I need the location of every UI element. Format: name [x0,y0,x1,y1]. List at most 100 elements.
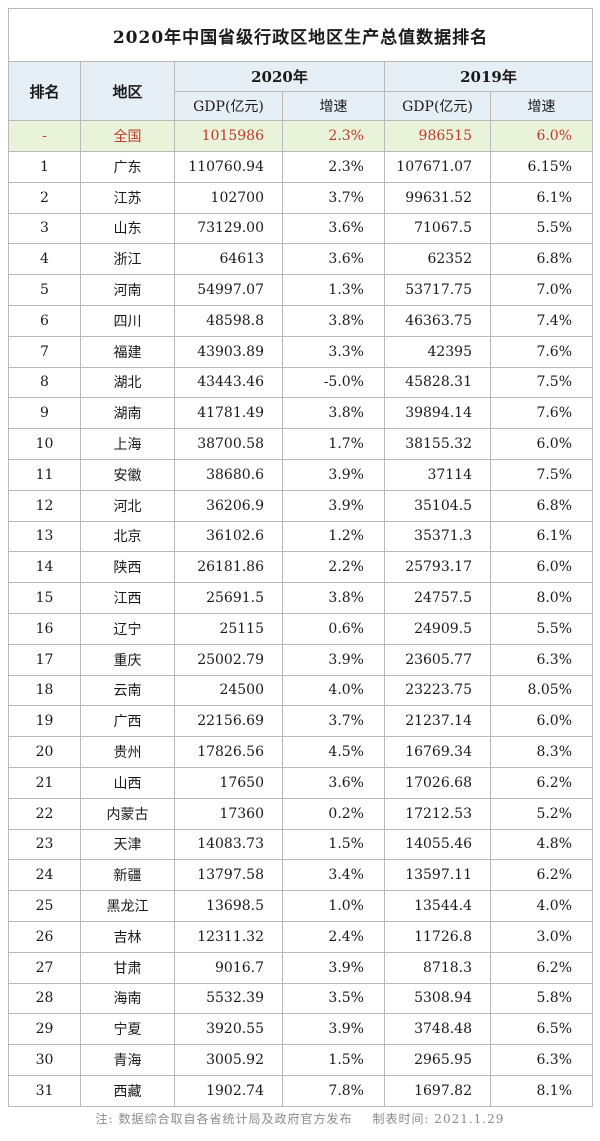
table-row: 29 宁夏 3920.55 3.9% 3748.48 6.5% [8,1013,594,1046]
gdp-2020-cell: 110760.94 [174,151,283,183]
growth-2019-cell: 7.4% [489,304,594,337]
gdp-2020-cell: 1902.74 [174,1074,283,1107]
gdp-table-container: 2020年中国省级行政区地区生产总值数据排名 排名 地区 2020年 2019年… [7,8,594,1107]
rank-cell: 11 [8,458,81,491]
growth-2019-cell: 7.5% [489,366,594,399]
gdp-2019-cell: 39894.14 [384,397,491,430]
gdp-2019-cell: 53717.75 [384,274,491,306]
national-rank: - [8,120,81,152]
gdp-2020-cell: 43903.89 [174,335,283,368]
growth-2020-cell: 3.4% [282,859,385,892]
region-cell: 吉林 [80,920,175,953]
rank-cell: 19 [8,705,81,738]
table-row: 8 湖北 43443.46 -5.0% 45828.31 7.5% [8,366,594,399]
growth-2019-cell: 6.0% [489,551,594,584]
region-cell: 湖北 [80,366,175,399]
growth-2019-cell: 6.8% [489,243,594,276]
growth-2019-cell: 6.15% [489,151,594,183]
table-row: 4 浙江 64613 3.6% 62352 6.8% [8,243,594,276]
growth-2020-cell: 3.7% [282,705,385,738]
growth-2019-cell: 8.0% [489,582,594,614]
growth-2020-cell: 3.8% [282,397,385,430]
growth-2020-cell: 4.5% [282,736,385,768]
growth-2020-cell: 3.8% [282,304,385,337]
growth-2019-cell: 8.1% [489,1074,594,1107]
rank-cell: 28 [8,982,81,1015]
table-row: 14 陕西 26181.86 2.2% 25793.17 6.0% [8,551,594,584]
rank-cell: 8 [8,366,81,399]
gdp-2020-cell: 25115 [174,612,283,645]
region-cell: 福建 [80,335,175,368]
rank-cell: 7 [8,335,81,368]
gdp-2019-cell: 5308.94 [384,982,491,1015]
rank-cell: 9 [8,397,81,430]
table-row: 25 黑龙江 13698.5 1.0% 13544.4 4.0% [8,890,594,922]
region-cell: 宁夏 [80,1013,175,1046]
region-cell: 海南 [80,982,175,1015]
gdp-2020-cell: 25691.5 [174,582,283,614]
header-year-2019: 2019年 [383,61,594,92]
national-gdp-2020: 1015986 [174,120,283,152]
header-rank: 排名 [8,61,81,121]
gdp-2019-cell: 13544.4 [384,890,491,922]
gdp-2020-cell: 54997.07 [174,274,283,306]
gdp-2019-cell: 14055.46 [384,828,491,861]
rank-cell: 10 [8,428,81,460]
region-cell: 山西 [80,766,175,799]
growth-2020-cell: 3.9% [282,458,385,491]
gdp-2019-cell: 37114 [384,458,491,491]
gdp-2019-cell: 71067.5 [384,212,491,245]
growth-2019-cell: 6.1% [489,181,594,214]
table-row: 3 山东 73129.00 3.6% 71067.5 5.5% [8,212,594,245]
rank-cell: 31 [8,1074,81,1107]
gdp-2019-cell: 46363.75 [384,304,491,337]
growth-2019-cell: 6.0% [489,428,594,460]
rank-cell: 15 [8,582,81,614]
growth-2020-cell: 1.3% [282,274,385,306]
gdp-2020-cell: 41781.49 [174,397,283,430]
growth-2019-cell: 7.6% [489,335,594,368]
table-row: 20 贵州 17826.56 4.5% 16769.34 8.3% [8,736,594,768]
rank-cell: 3 [8,212,81,245]
rank-cell: 13 [8,520,81,553]
gdp-2020-cell: 9016.7 [174,951,283,984]
table-row: 22 内蒙古 17360 0.2% 17212.53 5.2% [8,797,594,830]
region-cell: 云南 [80,674,175,707]
growth-2020-cell: 4.0% [282,674,385,707]
growth-2019-cell: 7.5% [489,458,594,491]
table-row: 6 四川 48598.8 3.8% 46363.75 7.4% [8,304,594,337]
table-row: 5 河南 54997.07 1.3% 53717.75 7.0% [8,274,594,306]
table-row: 9 湖南 41781.49 3.8% 39894.14 7.6% [8,397,594,430]
rank-cell: 5 [8,274,81,306]
growth-2019-cell: 8.3% [489,736,594,768]
footer-date: 制表时间: 2021.1.29 [372,1112,505,1126]
gdp-2020-cell: 3920.55 [174,1013,283,1046]
gdp-2019-cell: 17026.68 [384,766,491,799]
table-row: 16 辽宁 25115 0.6% 24909.5 5.5% [8,612,594,645]
gdp-2019-cell: 23605.77 [384,643,491,676]
rank-cell: 29 [8,1013,81,1046]
region-cell: 青海 [80,1044,175,1076]
gdp-2020-cell: 26181.86 [174,551,283,584]
growth-2020-cell: 2.2% [282,551,385,584]
growth-2019-cell: 6.2% [489,951,594,984]
gdp-2019-cell: 35104.5 [384,489,491,522]
gdp-2019-cell: 8718.3 [384,951,491,984]
rank-cell: 16 [8,612,81,645]
growth-2019-cell: 6.3% [489,1044,594,1076]
growth-2020-cell: 3.6% [282,766,385,799]
gdp-2019-cell: 3748.48 [384,1013,491,1046]
gdp-2019-cell: 24909.5 [384,612,491,645]
region-cell: 江苏 [80,181,175,214]
table-row: 7 福建 43903.89 3.3% 42395 7.6% [8,335,594,368]
region-cell: 重庆 [80,643,175,676]
table-row: 18 云南 24500 4.0% 23223.75 8.05% [8,674,594,707]
region-cell: 贵州 [80,736,175,768]
gdp-2020-cell: 64613 [174,243,283,276]
gdp-2019-cell: 42395 [384,335,491,368]
gdp-2020-cell: 17826.56 [174,736,283,768]
growth-2020-cell: 3.3% [282,335,385,368]
table-row: 28 海南 5532.39 3.5% 5308.94 5.8% [8,982,594,1015]
gdp-2019-cell: 2965.95 [384,1044,491,1076]
gdp-2020-cell: 24500 [174,674,283,707]
